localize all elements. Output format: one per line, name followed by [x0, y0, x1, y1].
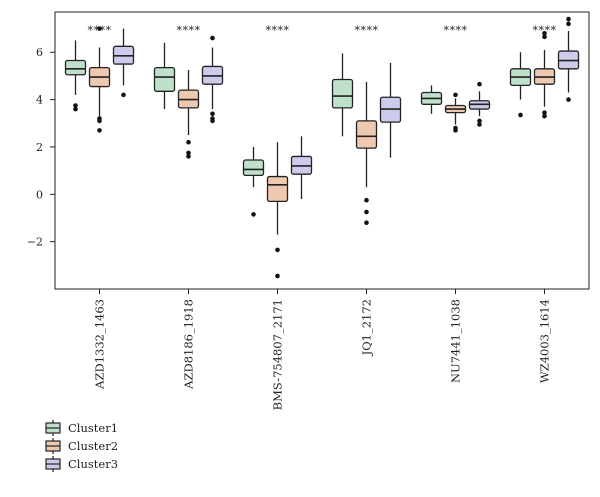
outlier-point — [566, 16, 571, 22]
outlier-point — [542, 31, 547, 36]
x-axis: AZD1332_1463 AZD8186_1918 BMS-754807_2171 J… — [93, 289, 552, 410]
outlier-point — [453, 92, 458, 98]
y-tick-label: 4 — [36, 94, 43, 107]
iqr-box — [355, 120, 378, 149]
box-cluster2-5 — [533, 31, 556, 119]
outlier-point — [542, 113, 547, 119]
x-tick-label: JQ1_2172 — [360, 299, 374, 356]
y-tick-label: −2 — [27, 236, 43, 249]
outlier-point — [477, 118, 482, 124]
outlier-point — [186, 139, 191, 145]
y-axis: −2 0 2 4 6 — [27, 46, 55, 249]
outlier-point — [566, 97, 571, 102]
box-cluster3-2 — [290, 136, 313, 200]
outlier-point — [73, 106, 78, 112]
y-tick-label: 0 — [36, 188, 43, 201]
legend-item-cluster2: Cluster2 — [45, 438, 118, 454]
outlier-point — [275, 247, 280, 253]
significance-label: **** — [88, 24, 112, 37]
legend-item-cluster3: Cluster3 — [45, 456, 118, 472]
iqr-box — [331, 78, 354, 109]
y-tick-label: 6 — [36, 46, 43, 59]
x-tick-label: NU7441_1038 — [449, 299, 463, 383]
box-cluster3-1 — [201, 35, 224, 124]
outlier-point — [210, 118, 215, 124]
box-cluster1-1 — [153, 42, 176, 110]
box-cluster2-0 — [88, 26, 111, 133]
iqr-box — [266, 175, 289, 203]
box-cluster3-5 — [557, 16, 580, 102]
x-tick-label: AZD8186_1918 — [182, 299, 196, 390]
box-cluster1-5 — [509, 52, 532, 118]
box-cluster2-3 — [355, 81, 378, 226]
box-cluster2-4 — [444, 92, 467, 133]
plot-frame — [54, 11, 590, 290]
outlier-point — [364, 197, 369, 203]
legend-label: Cluster2 — [68, 439, 118, 453]
y-tick-label: 2 — [36, 141, 43, 154]
iqr-box — [242, 159, 265, 177]
legend-label: Cluster3 — [68, 457, 118, 471]
outlier-point — [518, 112, 523, 118]
significance-labels: **** **** **** **** **** **** — [88, 24, 557, 37]
significance-label: **** — [177, 24, 201, 37]
x-tick-label: AZD1332_1463 — [93, 299, 107, 390]
outlier-point — [97, 118, 102, 124]
outlier-point — [275, 273, 280, 279]
x-tick-label: WZ4003_1614 — [538, 299, 552, 383]
outlier-point — [566, 21, 571, 27]
outlier-point — [210, 35, 215, 41]
outlier-point — [477, 81, 482, 87]
outlier-point — [542, 34, 547, 40]
box-cluster3-3 — [379, 62, 402, 158]
outlier-point — [477, 122, 482, 127]
box-cluster1-4 — [420, 85, 443, 114]
box-cluster2-1 — [177, 70, 200, 159]
outlier-point — [186, 150, 191, 156]
outlier-point — [121, 92, 126, 98]
plot-border — [54, 11, 590, 290]
outlier-point — [210, 111, 215, 117]
box-cluster1-3 — [331, 53, 354, 137]
box-cluster1-0 — [64, 40, 87, 112]
significance-label: **** — [266, 24, 290, 37]
outlier-point — [73, 103, 78, 108]
legend-item-cluster1: Cluster1 — [45, 420, 118, 436]
box-cluster2-2 — [266, 142, 289, 279]
legend: Cluster1 Cluster2 Cluster3 — [45, 420, 118, 472]
significance-label: **** — [533, 24, 557, 37]
box-groups — [64, 16, 580, 279]
x-tick-label: BMS-754807_2171 — [271, 299, 285, 410]
significance-label: **** — [355, 24, 379, 37]
iqr-box — [64, 59, 87, 76]
iqr-box — [153, 66, 176, 92]
box-cluster3-4 — [468, 81, 491, 127]
outlier-point — [542, 110, 547, 115]
outlier-point — [364, 209, 369, 215]
box-cluster3-0 — [112, 28, 135, 98]
outlier-point — [251, 212, 256, 217]
outlier-point — [186, 154, 191, 159]
outlier-point — [453, 128, 458, 133]
significance-label: **** — [444, 24, 468, 37]
box-cluster1-2 — [242, 146, 265, 217]
outlier-point — [97, 26, 102, 31]
outlier-point — [364, 220, 369, 226]
legend-label: Cluster1 — [68, 421, 118, 435]
outlier-point — [97, 128, 102, 133]
